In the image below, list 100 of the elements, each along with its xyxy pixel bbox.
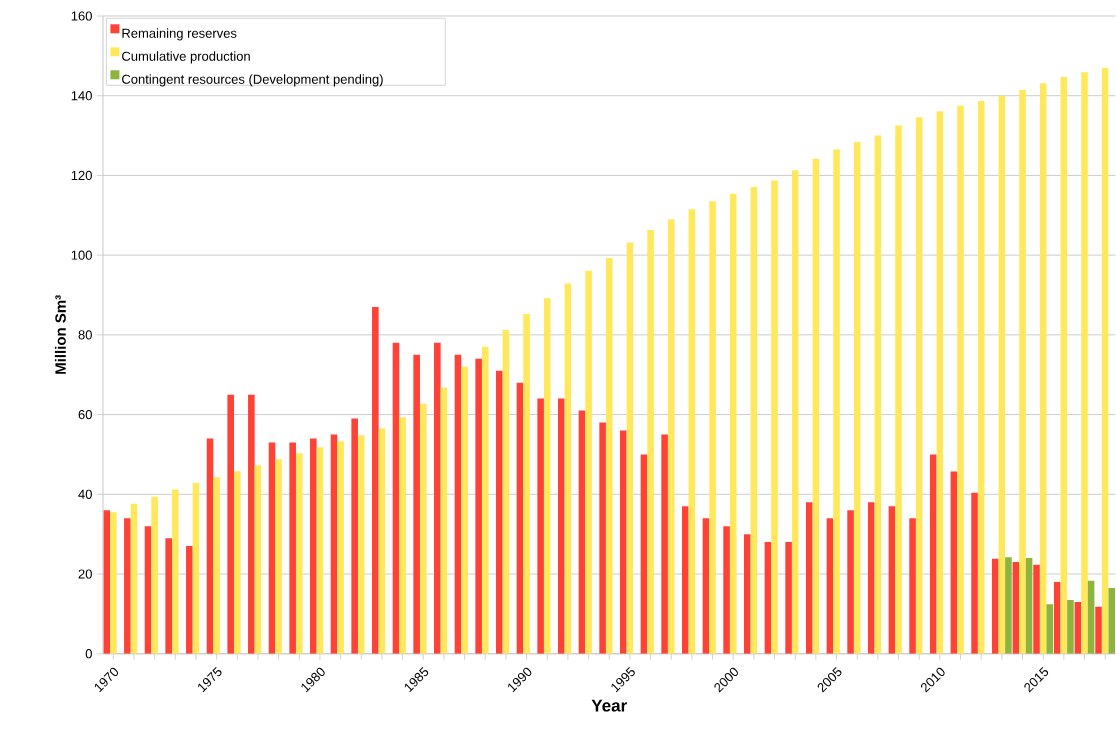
y-tick-label: 160: [71, 11, 92, 21]
bar: [461, 366, 468, 654]
bar: [833, 149, 840, 654]
bar: [1033, 564, 1040, 654]
bar: [936, 111, 944, 654]
bar: [481, 346, 489, 654]
bar: [496, 370, 503, 654]
y-tick-label: 80: [78, 330, 92, 340]
bar: [110, 512, 117, 654]
bar: [103, 510, 110, 654]
bar: [316, 447, 324, 654]
bar: [357, 435, 365, 654]
bar: [853, 142, 861, 654]
bar: [289, 442, 296, 654]
y-tick-label: 120: [71, 170, 92, 181]
bar: [413, 354, 420, 654]
bar: [1025, 558, 1033, 654]
bar: [564, 283, 572, 654]
bar: [330, 434, 338, 654]
bar: [998, 95, 1006, 654]
bar: [213, 477, 220, 654]
bar: [1067, 600, 1074, 654]
bar: [640, 454, 648, 654]
bar: [620, 430, 627, 654]
bar: [826, 518, 834, 654]
bar: [144, 526, 152, 654]
bar: [578, 410, 586, 654]
bar: [791, 170, 799, 654]
bar: [351, 418, 358, 654]
bar: [950, 471, 958, 654]
bar: [248, 394, 255, 654]
legend-label: Cumulative production: [122, 51, 250, 64]
y-tick-label: 100: [71, 250, 92, 260]
bar: [915, 117, 923, 654]
bar: [440, 387, 448, 654]
bar: [667, 219, 675, 654]
bar: [275, 459, 282, 654]
bar: [537, 398, 544, 654]
bar: [1046, 604, 1054, 654]
bar: [785, 542, 792, 654]
bar: [1095, 606, 1102, 654]
y-tick-label: 60: [78, 410, 92, 420]
bar: [764, 542, 772, 654]
bar: [1005, 557, 1012, 654]
bar: [1012, 562, 1020, 654]
bar: [812, 158, 820, 654]
bar: [1081, 72, 1088, 654]
bar: [805, 502, 813, 654]
bar: [124, 518, 131, 654]
bar: [1101, 67, 1109, 654]
bar: [702, 518, 710, 654]
legend-label: Remaining reserves: [122, 28, 237, 41]
bar: [709, 201, 716, 654]
bar: [151, 496, 158, 654]
bar: [543, 298, 551, 654]
bar: [957, 105, 964, 654]
bar: [171, 489, 179, 654]
bar: [419, 403, 427, 654]
bar: [909, 518, 916, 654]
bar: [227, 394, 234, 654]
bar: [991, 559, 999, 654]
bar: [475, 358, 482, 654]
bar: [1087, 580, 1095, 654]
bar: [867, 502, 875, 654]
bar: [626, 242, 634, 654]
bar: [888, 506, 896, 654]
y-axis-title: Million Sm³: [54, 295, 66, 374]
bar: [192, 483, 200, 654]
bar: [729, 193, 737, 654]
bar: [165, 538, 172, 654]
bar: [516, 382, 524, 654]
x-axis-title: Year: [591, 699, 627, 712]
bar: [392, 342, 400, 654]
bar: [1039, 83, 1047, 654]
bar: [681, 506, 689, 654]
bar: [847, 510, 854, 654]
bar: [233, 471, 241, 654]
bar: [1060, 77, 1068, 654]
bar: [647, 230, 654, 654]
bar: [337, 441, 344, 654]
bar: [378, 428, 386, 654]
bar: [750, 187, 758, 654]
bar: [971, 492, 978, 654]
bar: [130, 504, 138, 654]
bar: [310, 438, 317, 654]
legend-label: Contingent resources (Development pending): [122, 74, 383, 87]
bar: [723, 526, 730, 654]
bar: [268, 442, 276, 654]
bar: [206, 438, 214, 654]
bar: [454, 354, 462, 654]
bar: [295, 453, 303, 654]
bar: [372, 307, 379, 654]
bar: [743, 534, 751, 654]
bar: [688, 209, 696, 654]
y-tick-label: 20: [78, 569, 92, 579]
bar: [605, 258, 613, 654]
bar: [1108, 588, 1116, 654]
y-tick-label: 0: [85, 649, 92, 659]
bar: [895, 125, 902, 654]
bar: [523, 314, 530, 654]
